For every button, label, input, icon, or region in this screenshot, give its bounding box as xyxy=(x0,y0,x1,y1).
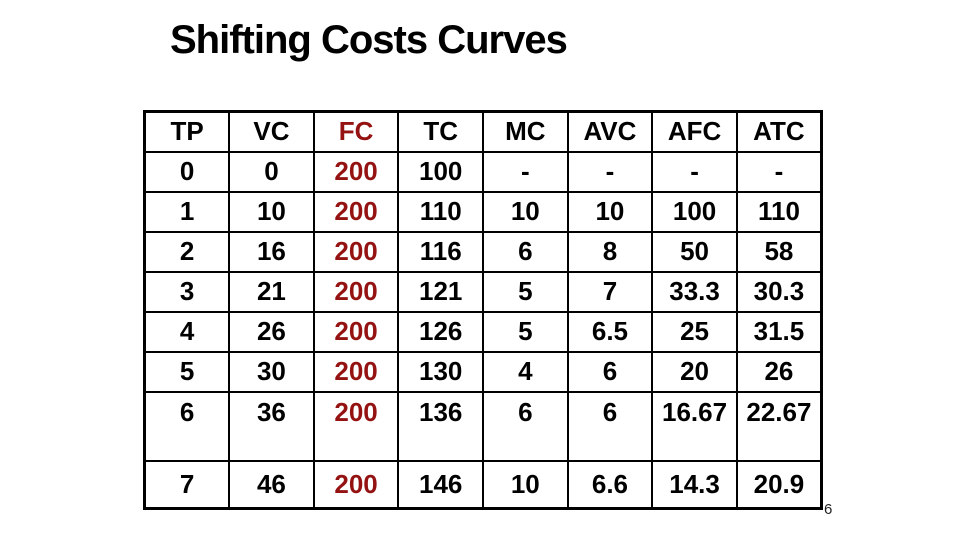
table-cell: 200 xyxy=(312,390,400,462)
table-cell: - xyxy=(566,150,654,193)
col-header-vc: VC xyxy=(228,110,315,153)
table-cell: 25 xyxy=(651,310,738,353)
table-cell: 130 xyxy=(397,350,484,393)
table-row: 2 16 200 116 6 8 50 58 xyxy=(143,230,823,273)
table-cell: 36 xyxy=(228,390,315,462)
table-cell: 33.3 xyxy=(651,270,738,313)
table-cell: 21 xyxy=(228,270,315,313)
table-cell: 116 xyxy=(397,230,484,273)
table-cell: 26 xyxy=(228,310,315,353)
table-cell: 26 xyxy=(735,350,823,393)
table-cell: 146 xyxy=(397,459,484,510)
table-cell: 200 xyxy=(312,270,400,313)
col-header-fc: FC xyxy=(312,110,400,153)
table-row: 0 0 200 100 - - - - xyxy=(143,150,823,193)
slide-title: Shifting Costs Curves xyxy=(170,18,568,62)
table-cell: 3 xyxy=(143,270,231,313)
table-cell: 200 xyxy=(312,150,400,193)
table-cell: 20 xyxy=(651,350,738,393)
table-cell: 14.3 xyxy=(651,459,738,510)
page-number: 6 xyxy=(824,501,833,518)
table-cell: 16 xyxy=(228,230,315,273)
col-header-atc: ATC xyxy=(735,110,823,153)
table-cell: 5 xyxy=(143,350,231,393)
table-cell: 10 xyxy=(228,190,315,233)
table-cell: 200 xyxy=(312,230,400,273)
table-cell: 200 xyxy=(312,190,400,233)
table-cell: 10 xyxy=(482,190,569,233)
table-row: 1 10 200 110 10 10 100 110 xyxy=(143,190,823,233)
table-cell: 100 xyxy=(397,150,484,193)
table-row: 3 21 200 121 5 7 33.3 30.3 xyxy=(143,270,823,313)
table-cell: 6 xyxy=(482,230,569,273)
table-cell: 46 xyxy=(228,459,315,510)
table-cell: 50 xyxy=(651,230,738,273)
table-cell: 136 xyxy=(397,390,484,462)
table-cell: 6.5 xyxy=(566,310,654,353)
table-cell: 16.67 xyxy=(651,390,738,462)
table-cell: 4 xyxy=(143,310,231,353)
table-row: 7 46 200 146 10 6.6 14.3 20.9 xyxy=(143,459,823,510)
table-cell: 7 xyxy=(566,270,654,313)
table-cell: 20.9 xyxy=(735,459,823,510)
table-cell: 200 xyxy=(312,459,400,510)
costs-table: TP VC FC TC MC AVC AFC ATC 0 0 200 100 -… xyxy=(143,110,823,510)
table-cell: 5 xyxy=(482,310,569,353)
table-cell: 6 xyxy=(143,390,231,462)
table-row: 6 36 200 136 6 6 16.67 22.67 xyxy=(143,390,823,462)
table-cell: 110 xyxy=(397,190,484,233)
table-cell: - xyxy=(482,150,569,193)
table-cell: 121 xyxy=(397,270,484,313)
table-cell: 1 xyxy=(143,190,231,233)
table-cell: - xyxy=(735,150,823,193)
table-cell: 110 xyxy=(735,190,823,233)
table-cell: 6 xyxy=(482,390,569,462)
table-cell: 6.6 xyxy=(566,459,654,510)
table-cell: 200 xyxy=(312,350,400,393)
table-cell: 200 xyxy=(312,310,400,353)
col-header-tc: TC xyxy=(397,110,484,153)
col-header-avc: AVC xyxy=(566,110,654,153)
table-cell: 7 xyxy=(143,459,231,510)
table-cell: 10 xyxy=(482,459,569,510)
table-row: 5 30 200 130 4 6 20 26 xyxy=(143,350,823,393)
table-cell: 10 xyxy=(566,190,654,233)
table-cell: 31.5 xyxy=(735,310,823,353)
table-cell: 4 xyxy=(482,350,569,393)
table-cell: 0 xyxy=(143,150,231,193)
table-cell: 58 xyxy=(735,230,823,273)
table-cell: 6 xyxy=(566,390,654,462)
table-cell: 22.67 xyxy=(735,390,823,462)
col-header-mc: MC xyxy=(482,110,569,153)
table-cell: 126 xyxy=(397,310,484,353)
table-cell: 2 xyxy=(143,230,231,273)
table-cell: 30 xyxy=(228,350,315,393)
col-header-afc: AFC xyxy=(651,110,738,153)
table-cell: 8 xyxy=(566,230,654,273)
table-cell: 0 xyxy=(228,150,315,193)
table-cell: 6 xyxy=(566,350,654,393)
col-header-tp: TP xyxy=(143,110,231,153)
table-cell: 30.3 xyxy=(735,270,823,313)
table-cell: 5 xyxy=(482,270,569,313)
table-cell: - xyxy=(651,150,738,193)
header-row: TP VC FC TC MC AVC AFC ATC xyxy=(143,110,823,153)
table-row: 4 26 200 126 5 6.5 25 31.5 xyxy=(143,310,823,353)
table-cell: 100 xyxy=(651,190,738,233)
